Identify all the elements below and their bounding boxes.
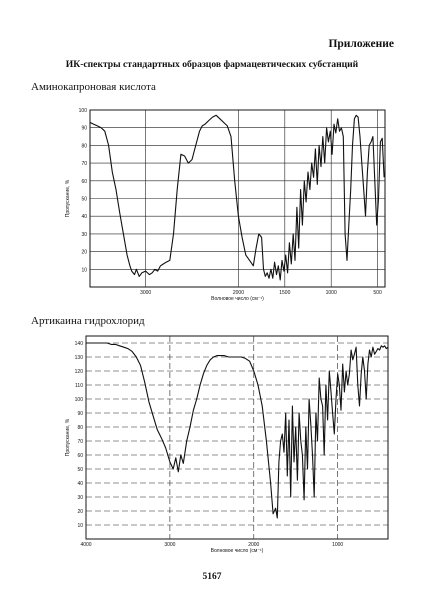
y-tick-label: 120	[75, 369, 84, 375]
y-tick-label: 80	[77, 425, 83, 431]
x-axis-label: Волновое число (см⁻¹)	[211, 548, 264, 554]
x-axis-label: Волновое число (см⁻¹)	[211, 296, 264, 302]
y-tick-label: 100	[75, 397, 84, 403]
x-tick-label: 2000	[233, 290, 244, 296]
chart-title-articaine: Артикаина гидрохлорид	[31, 315, 145, 327]
y-tick-label: 80	[81, 143, 87, 149]
x-tick-label: 1000	[332, 542, 343, 548]
x-tick-label: 1500	[279, 290, 290, 296]
y-tick-label: 60	[81, 179, 87, 185]
y-tick-label: 20	[77, 509, 83, 515]
x-tick-label: 3000	[164, 542, 175, 548]
spectrum-series-line	[86, 342, 389, 519]
x-tick-label: 1000	[326, 290, 337, 296]
ir-spectrum-aminocaproic-chart: 10 20 30 40 50 60 70 80 90 100 3000 2000 1500 1000 500…	[65, 108, 386, 302]
y-tick-label: 70	[81, 161, 87, 167]
y-tick-label: 90	[81, 126, 87, 132]
y-tick-label: 40	[81, 214, 87, 220]
y-tick-label: 30	[81, 232, 87, 238]
x-tick-label: 4000	[80, 542, 91, 548]
page-title: ИК-спектры стандартных образцов фармацев…	[65, 59, 359, 70]
appendix-label: Приложение	[328, 38, 394, 50]
chart-title-aminocaproic: Аминокапроновая кислота	[31, 81, 156, 93]
y-tick-label: 60	[77, 453, 83, 459]
y-tick-label: 130	[75, 355, 84, 361]
y-tick-label: 50	[77, 467, 83, 473]
y-tick-label: 140	[75, 341, 84, 347]
x-tick-label: 500	[373, 290, 382, 296]
y-tick-label: 90	[77, 411, 83, 417]
y-tick-label: 40	[77, 481, 83, 487]
y-axis-label: Пропускание, %	[65, 418, 71, 456]
ir-spectrum-articaine-chart: 10 20 30 40 50 60 70 80 90 100 110 120 130 140 4000 300…	[65, 335, 389, 554]
y-tick-label: 10	[77, 523, 83, 529]
y-tick-label: 100	[79, 108, 88, 114]
x-tick-label: 3000	[140, 290, 151, 296]
y-tick-label: 110	[75, 383, 83, 389]
y-tick-label: 10	[81, 267, 87, 273]
y-tick-label: 20	[81, 250, 87, 256]
spectrum-series-line	[89, 114, 385, 281]
y-tick-label: 30	[77, 495, 83, 501]
page-number: 5167	[202, 572, 222, 582]
y-tick-label: 50	[81, 197, 87, 203]
y-tick-label: 70	[77, 439, 83, 445]
x-tick-label: 2000	[248, 542, 259, 548]
y-axis-label: Пропускание, %	[65, 179, 71, 217]
